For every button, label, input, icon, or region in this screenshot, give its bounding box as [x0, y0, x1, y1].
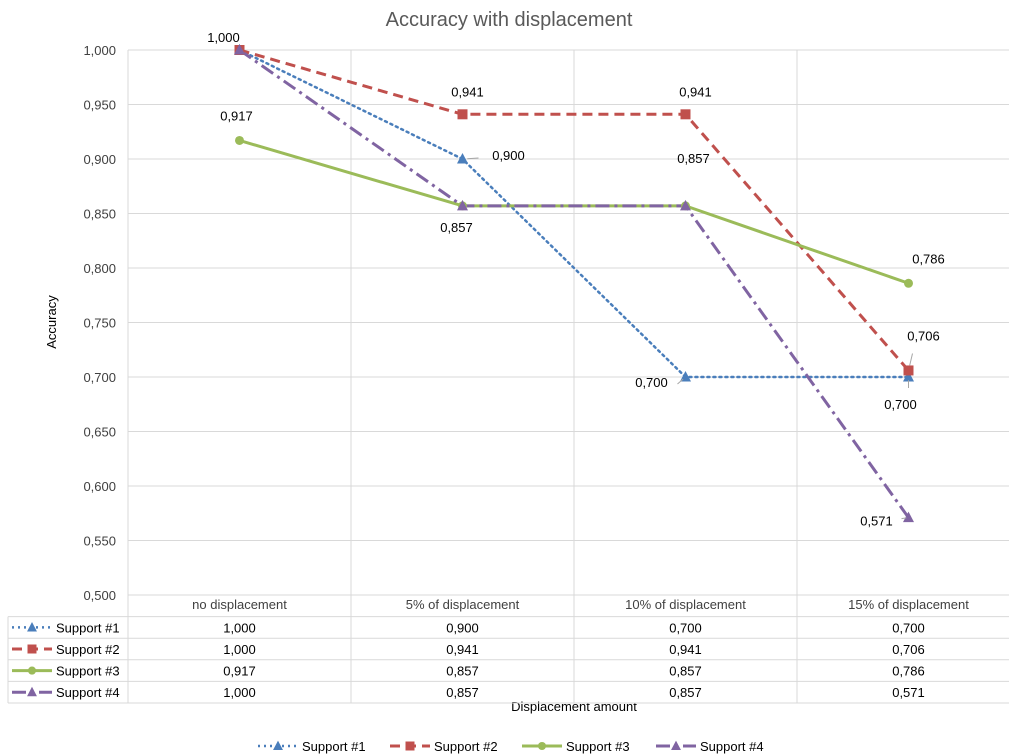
data-label: 0,786	[912, 251, 945, 266]
data-point	[680, 109, 691, 120]
table-cell: 0,700	[669, 620, 702, 635]
legend-entry-label: Support #2	[434, 739, 498, 754]
category-label: 15% of displacement	[848, 597, 969, 612]
data-point	[680, 199, 691, 211]
series-line	[238, 48, 910, 519]
legend-entry-label: Support #4	[700, 739, 764, 754]
y-tick-label: 0,750	[83, 316, 116, 331]
category-label: 5% of displacement	[406, 597, 520, 612]
series-line	[238, 48, 910, 379]
y-tick-label: 0,550	[83, 534, 116, 549]
series-line	[239, 48, 910, 372]
legend-key-marker	[671, 740, 681, 751]
data-label: 0,917	[220, 108, 253, 123]
data-point	[903, 365, 914, 376]
y-axis-label: Accuracy	[44, 295, 59, 349]
table-series-name: Support #4	[56, 685, 120, 700]
category-label: 10% of displacement	[625, 597, 746, 612]
gridlines	[127, 49, 1009, 703]
table-cell: 0,857	[446, 685, 479, 700]
table-series-name: Support #1	[56, 620, 120, 635]
data-label-leader	[901, 517, 907, 520]
data-point	[457, 199, 468, 211]
data-label: 0,700	[635, 375, 668, 390]
category-label: no displacement	[192, 597, 287, 612]
legend-entry-label: Support #1	[302, 739, 366, 754]
table-legend-key-marker	[27, 644, 37, 654]
chart-title: Accuracy with displacement	[386, 9, 633, 31]
data-label: 0,857	[677, 151, 710, 166]
data-label: 0,941	[679, 84, 712, 99]
table-cell: 0,917	[223, 664, 256, 679]
data-labels: 1,000 0,917 0,941 0,900 0,857 0,941 0,857 0,700…	[207, 30, 945, 529]
y-tick-label: 0,650	[83, 425, 116, 440]
legend-key-marker	[273, 740, 283, 751]
data-point	[457, 153, 468, 164]
data-label: 0,571	[860, 514, 893, 529]
data-label-leader	[467, 157, 479, 160]
data-label: 0,941	[451, 84, 484, 99]
y-tick-label: 0,700	[83, 370, 116, 385]
table-cell: 0,571	[892, 685, 925, 700]
table-cell: 0,857	[446, 664, 479, 679]
series-markers	[234, 44, 914, 523]
data-label: 0,900	[492, 148, 525, 163]
data-label: 1,000	[207, 30, 240, 45]
table-legend-key-marker	[27, 686, 37, 697]
data-label-leader	[677, 378, 684, 385]
data-point	[903, 511, 914, 523]
table-series-name: Support #2	[56, 642, 120, 657]
data-point	[235, 135, 244, 145]
data-point	[904, 278, 913, 288]
legend-key-marker	[537, 741, 547, 751]
table-cell: 0,786	[892, 664, 925, 679]
table-cell: 0,700	[892, 620, 925, 635]
table-cell: 0,941	[446, 642, 479, 657]
legend: Support #1 Support #2 Support #3 Support #4	[258, 739, 764, 754]
data-point	[234, 44, 245, 55]
y-axis-ticks: 0,500 0,550 0,600 0,650 0,700 0,750 0,800 0,850…	[83, 43, 116, 603]
y-tick-label: 0,600	[83, 479, 116, 494]
table-cell: 0,900	[446, 620, 479, 635]
table-cell: 1,000	[223, 642, 256, 657]
table-series-name: Support #3	[56, 664, 120, 679]
table-cell: 1,000	[223, 685, 256, 700]
table-cell: 0,857	[669, 685, 702, 700]
table-cell: 0,941	[669, 642, 702, 657]
series-lines	[238, 48, 910, 519]
data-point	[457, 109, 468, 120]
y-tick-label: 0,900	[83, 152, 116, 167]
table-cell: 1,000	[223, 620, 256, 635]
data-label: 0,706	[907, 328, 940, 343]
table-cell: 0,857	[669, 664, 702, 679]
data-label: 0,857	[440, 220, 473, 235]
table-legend-key-marker	[27, 622, 37, 632]
data-label-leader	[909, 353, 913, 366]
data-label: 0,700	[884, 397, 917, 412]
y-tick-label: 1,000	[83, 43, 116, 58]
y-tick-label: 0,850	[83, 207, 116, 222]
legend-key-marker	[405, 741, 415, 751]
legend-entry-label: Support #3	[566, 739, 630, 754]
y-tick-label: 0,950	[83, 98, 116, 113]
data-table: no displacement 5% of displacement 10% of …	[7, 597, 1009, 704]
data-point	[903, 371, 914, 382]
table-legend-key-marker	[27, 666, 37, 675]
table-cell: 0,706	[892, 642, 925, 657]
y-tick-label: 0,800	[83, 261, 116, 276]
y-tick-label: 0,500	[83, 588, 116, 603]
